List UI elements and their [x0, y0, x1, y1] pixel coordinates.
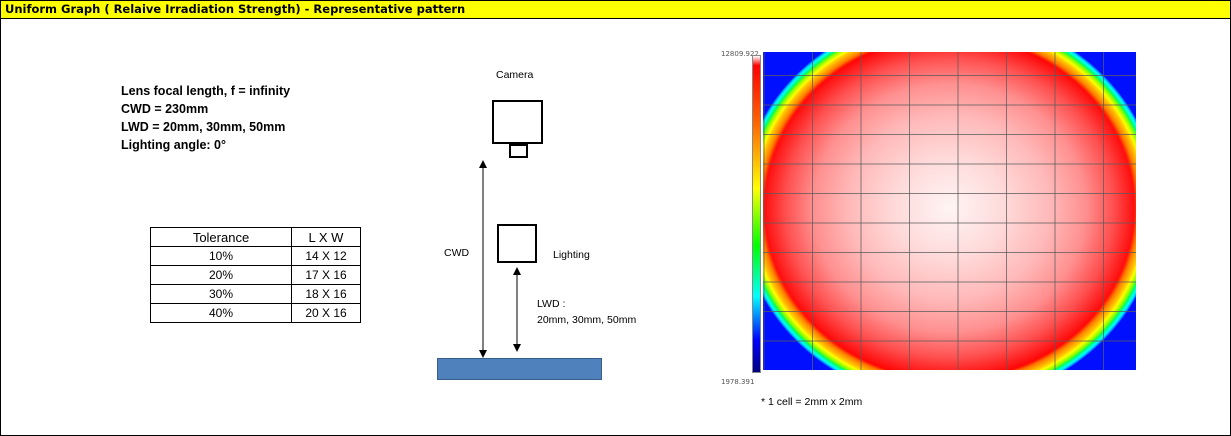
- table-cell-tolerance: 30%: [150, 284, 292, 304]
- camera-label: Camera: [496, 69, 534, 81]
- camera-body-shape: [492, 100, 543, 144]
- lighting-shape: [497, 224, 537, 263]
- colorbar-max-label: 12809.922: [721, 50, 759, 58]
- table-row: 10% 14 X 12: [150, 246, 361, 266]
- lighting-label: Lighting: [553, 249, 590, 261]
- cwd-label: CWD: [444, 247, 470, 259]
- table-cell-size: 18 X 16: [291, 284, 361, 304]
- table-cell-tolerance: 20%: [150, 265, 292, 285]
- table-row: 40% 20 X 16: [150, 303, 361, 323]
- irradiation-heatmap: [763, 52, 1136, 370]
- table-cell-tolerance: 40%: [150, 303, 292, 323]
- work-plate-shape: [437, 358, 602, 380]
- colorbar: [752, 55, 761, 373]
- spec-lighting-angle: Lighting angle: 0°: [121, 138, 226, 152]
- page-title: Uniform Graph ( Relaive Irradiation Stre…: [0, 0, 1231, 19]
- colorbar-min-label: 1978.391: [721, 378, 755, 386]
- table-header-size: L X W: [291, 227, 361, 247]
- table-cell-size: 14 X 12: [291, 246, 361, 266]
- spec-block: Lens focal length, f = infinity CWD = 23…: [121, 82, 290, 154]
- spec-cwd: CWD = 230mm: [121, 102, 209, 116]
- table-cell-size: 17 X 16: [291, 265, 361, 285]
- heatmap-grid-horizontal: [763, 52, 1136, 370]
- lwd-label: LWD :: [537, 298, 566, 310]
- table-row: 30% 18 X 16: [150, 284, 361, 304]
- spec-lwd: LWD = 20mm, 30mm, 50mm: [121, 120, 286, 134]
- table-cell-tolerance: 10%: [150, 246, 292, 266]
- tolerance-table: Tolerance L X W 10% 14 X 12 20% 17 X 16 …: [150, 227, 361, 323]
- table-header-row: Tolerance L X W: [150, 227, 361, 247]
- cell-size-note: * 1 cell = 2mm x 2mm: [761, 396, 863, 408]
- table-row: 20% 17 X 16: [150, 265, 361, 285]
- camera-lens-shape: [509, 144, 528, 158]
- lwd-values: 20mm, 30mm, 50mm: [537, 314, 637, 326]
- table-header-tolerance: Tolerance: [150, 227, 292, 247]
- spec-focal-length: Lens focal length, f = infinity: [121, 84, 291, 98]
- table-cell-size: 20 X 16: [291, 303, 361, 323]
